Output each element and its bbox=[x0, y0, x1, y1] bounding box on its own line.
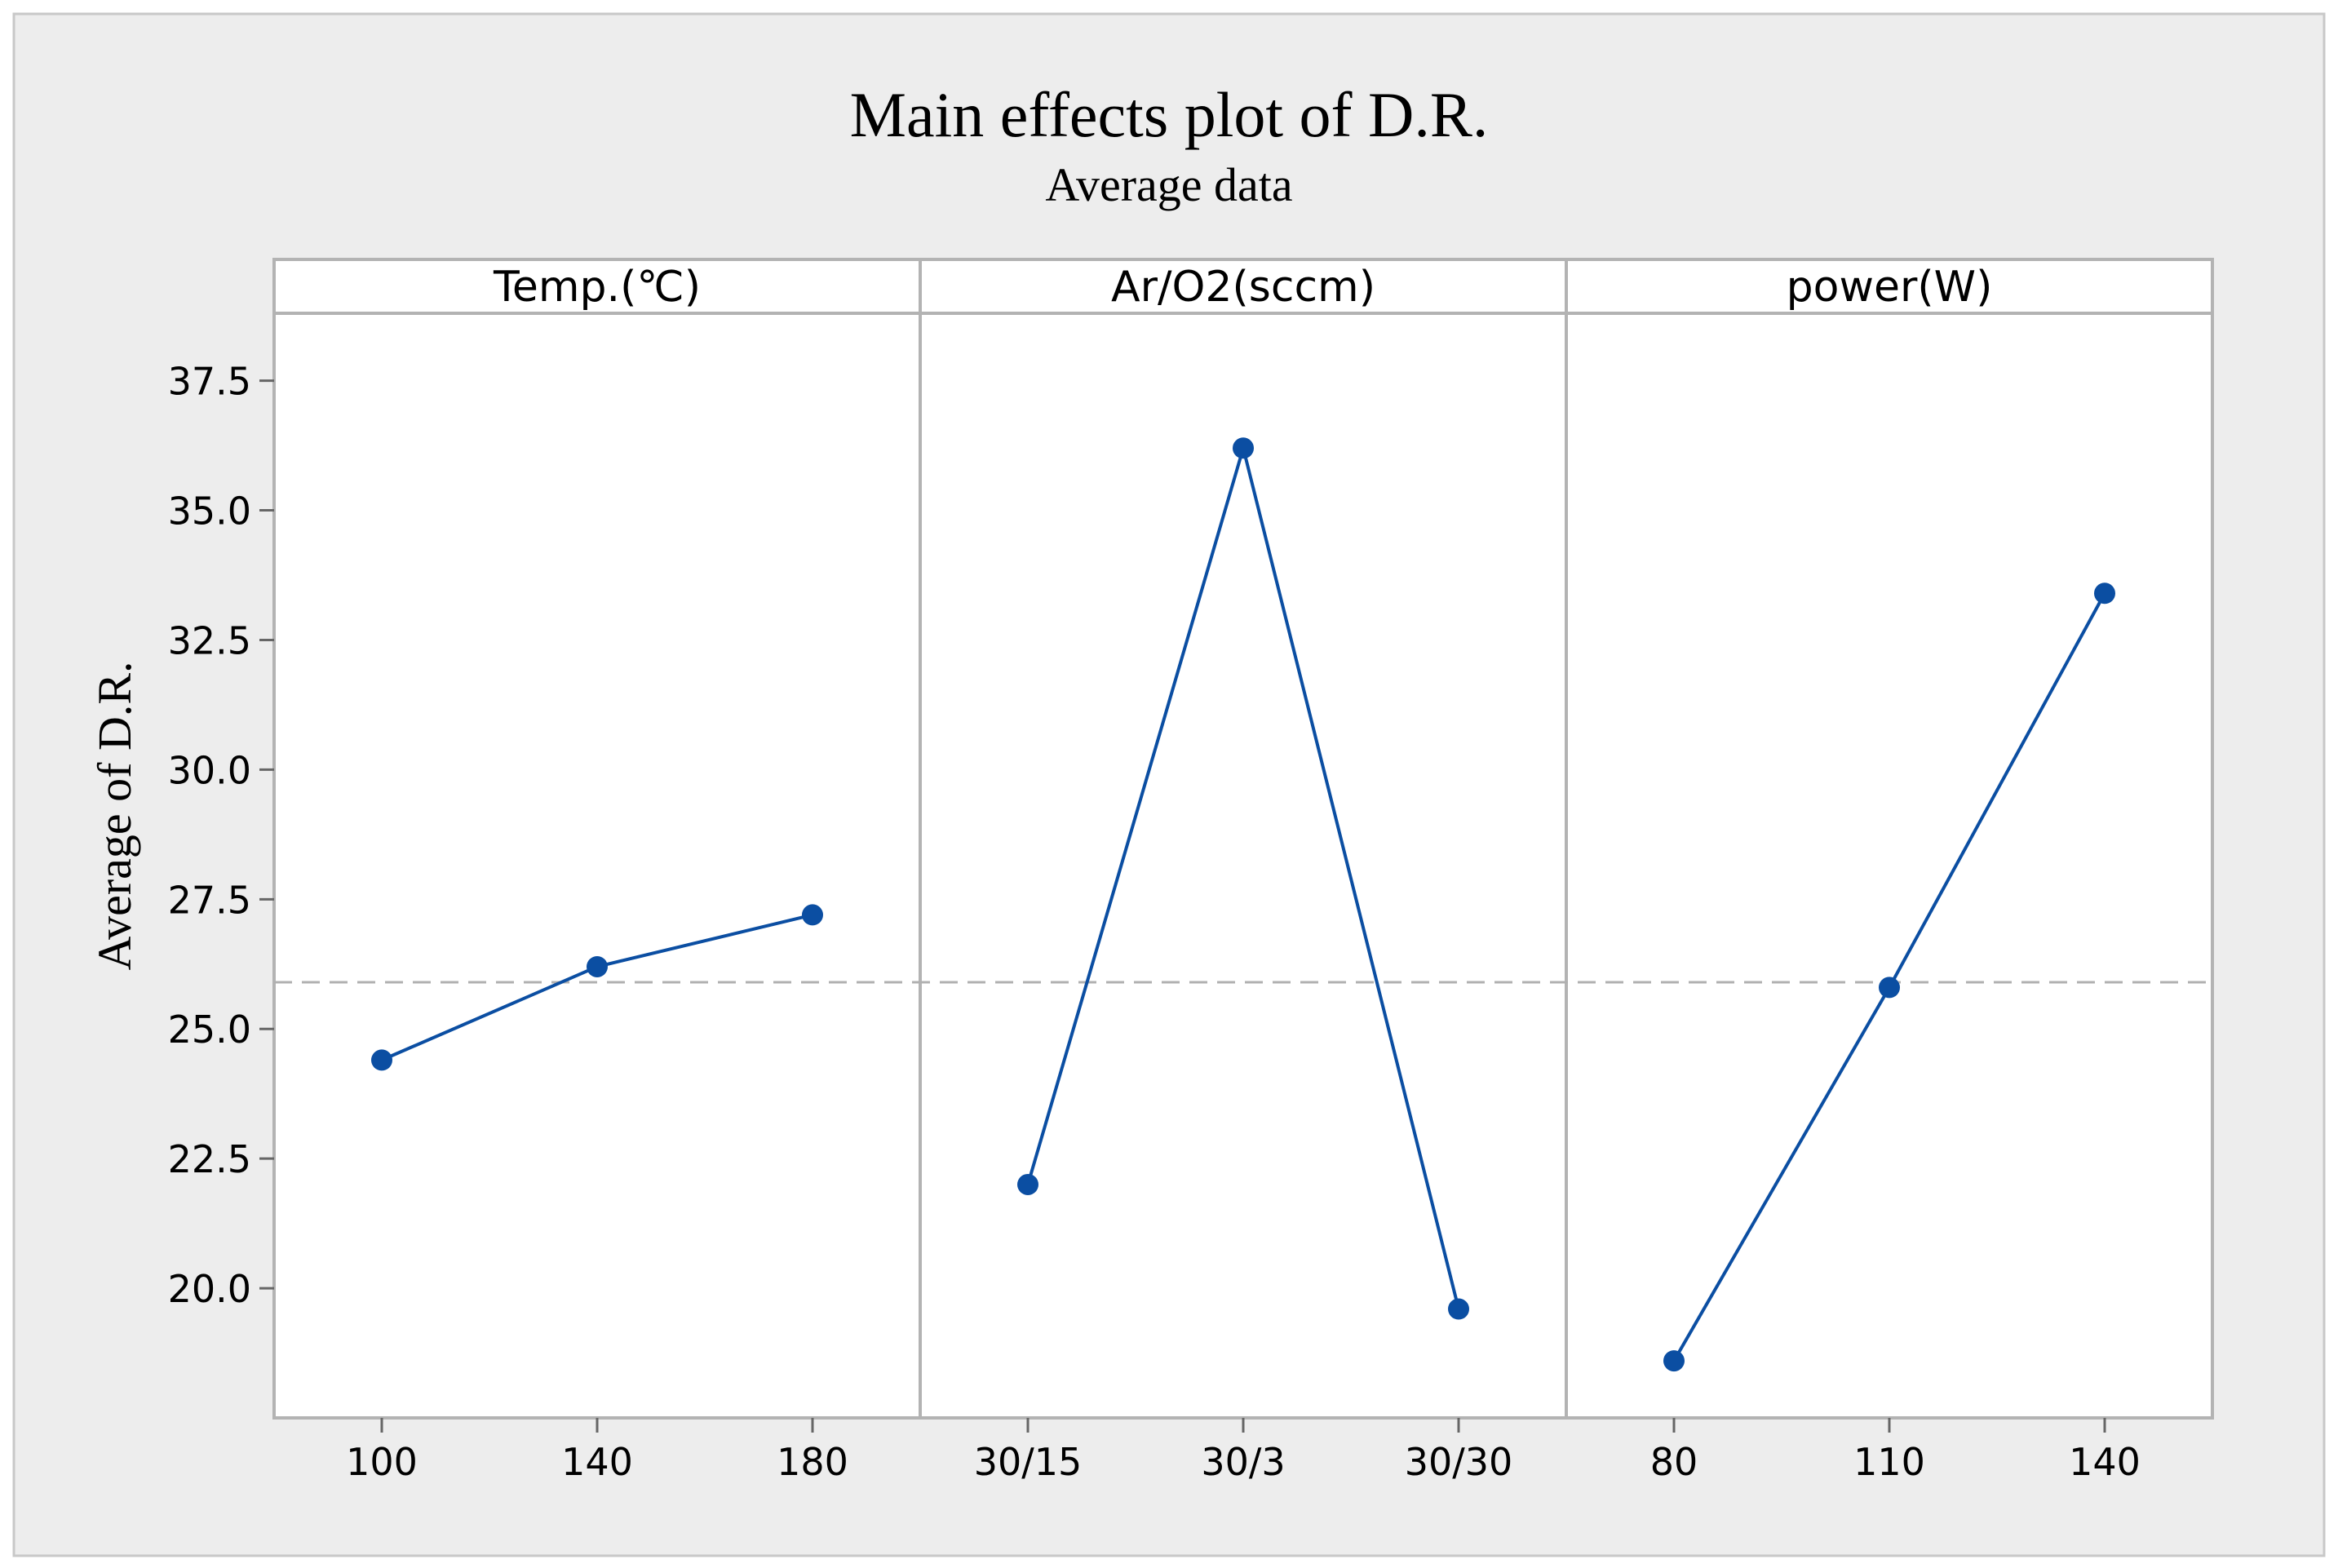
x-tick-label: 140 bbox=[2069, 1440, 2141, 1484]
x-tick-label: 180 bbox=[777, 1440, 848, 1484]
data-point bbox=[1879, 977, 1900, 999]
y-tick-label: 30.0 bbox=[168, 748, 251, 792]
panel-header: Temp.(℃) bbox=[493, 263, 701, 312]
chart-subtitle: Average data bbox=[1045, 158, 1292, 211]
y-axis-label: Average of D.R. bbox=[88, 661, 141, 970]
plot-frame bbox=[272, 258, 2214, 1420]
y-tick-label: 37.5 bbox=[168, 360, 251, 404]
data-point bbox=[587, 955, 608, 977]
x-tick-label: 110 bbox=[1853, 1440, 1925, 1484]
data-point bbox=[2094, 582, 2115, 605]
y-tick-label: 35.0 bbox=[168, 489, 251, 534]
panel-header: Ar/O2(sccm) bbox=[1111, 263, 1375, 312]
y-tick-label: 22.5 bbox=[168, 1137, 251, 1181]
x-tick-label: 80 bbox=[1650, 1440, 1698, 1484]
x-tick-label: 140 bbox=[561, 1440, 633, 1484]
data-point bbox=[1663, 1350, 1685, 1372]
chart-title: Main effects plot of D.R. bbox=[850, 79, 1489, 150]
x-tick-label: 30/3 bbox=[1201, 1440, 1285, 1484]
data-point bbox=[1017, 1173, 1038, 1195]
y-tick-label: 20.0 bbox=[168, 1267, 251, 1311]
y-tick-label: 27.5 bbox=[168, 878, 251, 922]
data-point bbox=[371, 1049, 392, 1071]
y-tick-label: 25.0 bbox=[168, 1008, 251, 1052]
x-tick-label: 100 bbox=[346, 1440, 418, 1484]
panel-header: power(W) bbox=[1787, 263, 1993, 312]
data-point bbox=[802, 904, 823, 926]
y-tick-label: 32.5 bbox=[168, 618, 251, 662]
x-tick-label: 30/30 bbox=[1405, 1440, 1513, 1484]
x-tick-label: 30/15 bbox=[974, 1440, 1083, 1484]
plot-area: Temp.(℃) Ar/O2(sccm) power(W) 20.0 22.5 25.0 2… bbox=[168, 258, 2214, 1484]
data-point bbox=[1448, 1298, 1469, 1320]
data-point bbox=[1233, 437, 1254, 459]
